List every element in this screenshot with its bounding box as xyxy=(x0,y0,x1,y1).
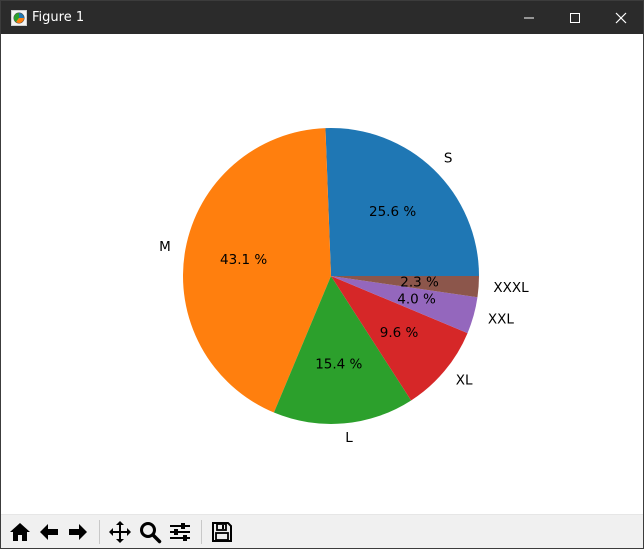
save-icon xyxy=(210,520,234,544)
figure-canvas[interactable]: S 25.6 % M 43.1 % L 15.4 % XL 9.6 % XXL 4.0 % XXXL… xyxy=(1,34,643,514)
category-label: S xyxy=(444,151,453,167)
percent-label: 9.6 % xyxy=(380,325,419,341)
pie-slice-xxl xyxy=(331,276,478,334)
category-label: L xyxy=(345,430,353,446)
matplotlib-figure-icon xyxy=(11,10,27,26)
pie-slice-xxxl xyxy=(331,276,479,298)
percent-label: 4.0 % xyxy=(397,292,436,308)
save-button[interactable] xyxy=(208,518,236,546)
category-label: XL xyxy=(456,373,473,389)
percent-label: 2.3 % xyxy=(400,274,439,290)
forward-arrow-icon xyxy=(66,520,90,544)
pie-slice-s xyxy=(325,128,479,276)
pie-slice-l xyxy=(273,276,412,425)
zoom-icon xyxy=(138,520,162,544)
title-bar[interactable]: Figure 1 xyxy=(1,1,643,34)
pie-slice-xl xyxy=(331,276,468,401)
toolbar-separator xyxy=(201,520,202,544)
back-button[interactable] xyxy=(35,518,63,546)
pan-icon xyxy=(108,520,132,544)
home-icon xyxy=(8,520,32,544)
toolbar-separator xyxy=(99,520,100,544)
close-icon xyxy=(615,12,627,24)
zoom-button[interactable] xyxy=(136,518,164,546)
percent-label: 25.6 % xyxy=(369,204,416,220)
maximize-button[interactable] xyxy=(552,1,598,34)
close-button[interactable] xyxy=(598,1,643,34)
category-label: XXL xyxy=(488,311,514,327)
home-button[interactable] xyxy=(6,518,34,546)
pan-button[interactable] xyxy=(106,518,134,546)
minimize-icon xyxy=(523,12,535,24)
navigation-toolbar xyxy=(1,514,643,548)
category-label: XXXL xyxy=(493,280,529,296)
window-title: Figure 1 xyxy=(32,10,85,25)
category-label: M xyxy=(159,239,171,255)
back-arrow-icon xyxy=(37,520,61,544)
configure-subplots-icon xyxy=(168,520,192,544)
pie-chart: S 25.6 % M 43.1 % L 15.4 % XL 9.6 % XXL 4.0 % XXXL… xyxy=(159,128,529,446)
configure-subplots-button[interactable] xyxy=(166,518,194,546)
minimize-button[interactable] xyxy=(506,1,552,34)
maximize-icon xyxy=(569,12,581,24)
pie-slice-m xyxy=(182,128,331,413)
percent-label: 43.1 % xyxy=(220,252,267,268)
percent-label: 15.4 % xyxy=(315,356,362,372)
forward-button[interactable] xyxy=(64,518,92,546)
